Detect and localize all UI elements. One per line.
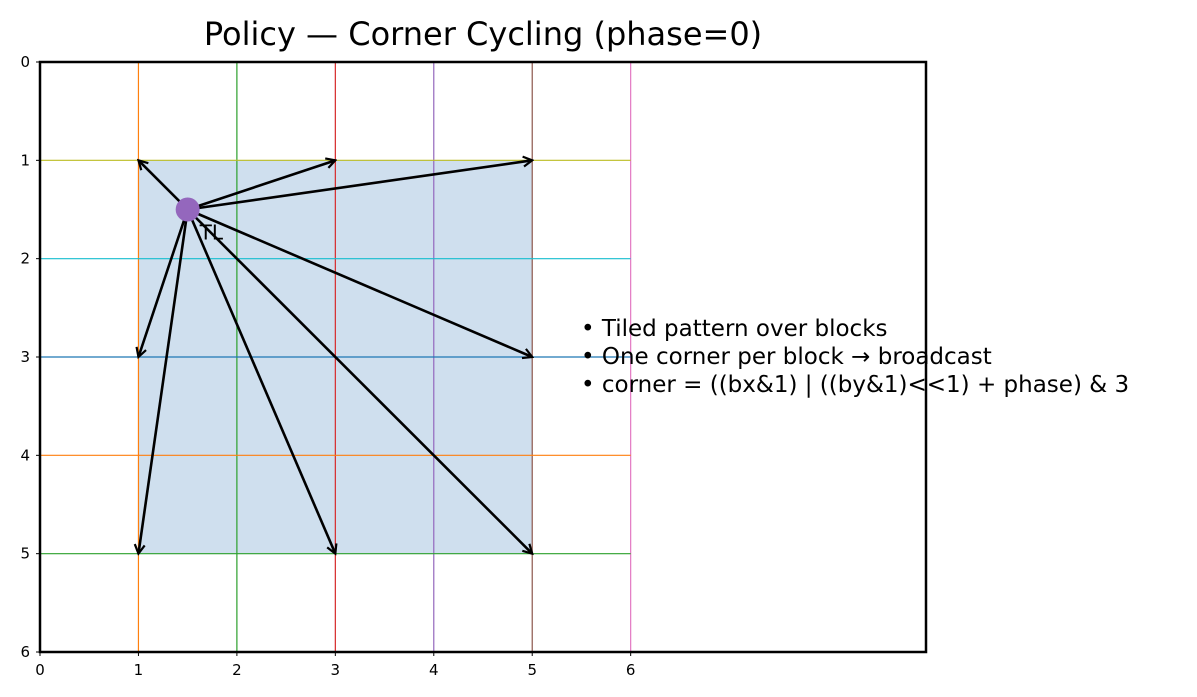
y-tick-label: 0	[20, 53, 30, 71]
y-tick-label: 1	[20, 151, 30, 169]
notes-block: • Tiled pattern over blocks • One corner…	[581, 316, 1129, 398]
x-tick-label: 3	[331, 661, 341, 679]
origin-dot	[175, 197, 200, 222]
arrow	[138, 209, 189, 554]
y-tick-label: 3	[20, 348, 30, 366]
y-tick-label: 4	[20, 446, 30, 464]
x-tick-label: 4	[429, 661, 439, 679]
x-tick-label: 1	[134, 661, 144, 679]
x-tick-label: 2	[232, 661, 242, 679]
origin-layer: TL	[175, 197, 224, 245]
x-tick-label: 6	[626, 661, 636, 679]
arrow	[186, 208, 533, 554]
note-line-1: • Tiled pattern over blocks	[581, 316, 888, 342]
arrow	[138, 209, 189, 358]
arrow	[187, 160, 336, 211]
arrows-layer	[138, 160, 532, 553]
y-tick-label: 6	[20, 643, 30, 661]
diagram-title: Policy — Corner Cycling (phase=0)	[204, 15, 762, 53]
arrow	[186, 208, 336, 554]
note-line-2: • One corner per block → broadcast	[581, 344, 992, 370]
arrow	[187, 160, 533, 211]
x-tick-label: 0	[35, 661, 45, 679]
note-line-3: • corner = ((bx&1) | ((by&1)<<1) + phase…	[581, 372, 1129, 398]
y-tick-label: 5	[20, 545, 30, 563]
y-tick-label: 2	[20, 250, 30, 268]
origin-label: TL	[199, 221, 224, 245]
x-tick-label: 5	[527, 661, 537, 679]
arrow	[187, 208, 533, 358]
